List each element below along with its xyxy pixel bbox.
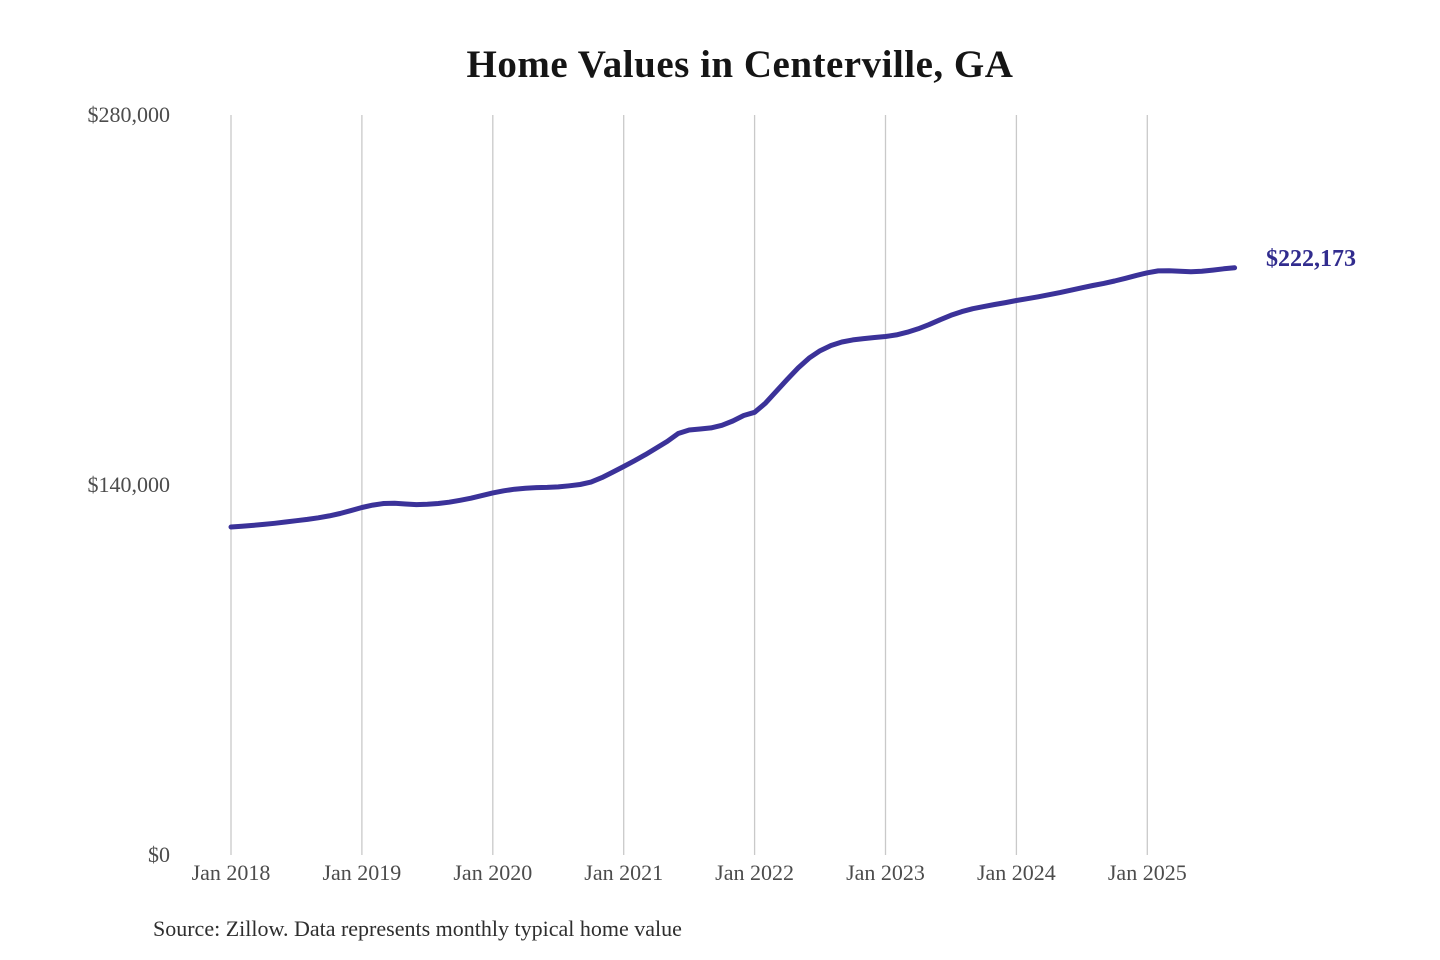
value-line [228,265,1238,530]
x-axis-tick-label: Jan 2018 [191,860,271,885]
x-axis-tick-label: Jan 2021 [584,860,664,885]
end-value-label: $222,173 [1266,246,1356,272]
x-axis-tick-label: Jan 2022 [715,860,794,885]
y-axis-tick-label: $140,000 [87,472,171,497]
x-axis-tick-label: Jan 2024 [976,860,1056,885]
x-axis-tick-label: Jan 2020 [453,860,533,885]
y-axis-tick-label: $280,000 [87,102,171,127]
source-note: Source: Zillow. Data represents monthly … [153,916,682,941]
y-axis-tick-label: $0 [148,842,170,867]
x-axis-tick-label: Jan 2023 [846,860,925,885]
chart-title: Home Values in Centerville, GA [466,43,1014,86]
x-axis-tick-label: Jan 2025 [1107,860,1187,885]
x-axis-tick-label: Jan 2019 [322,860,402,885]
